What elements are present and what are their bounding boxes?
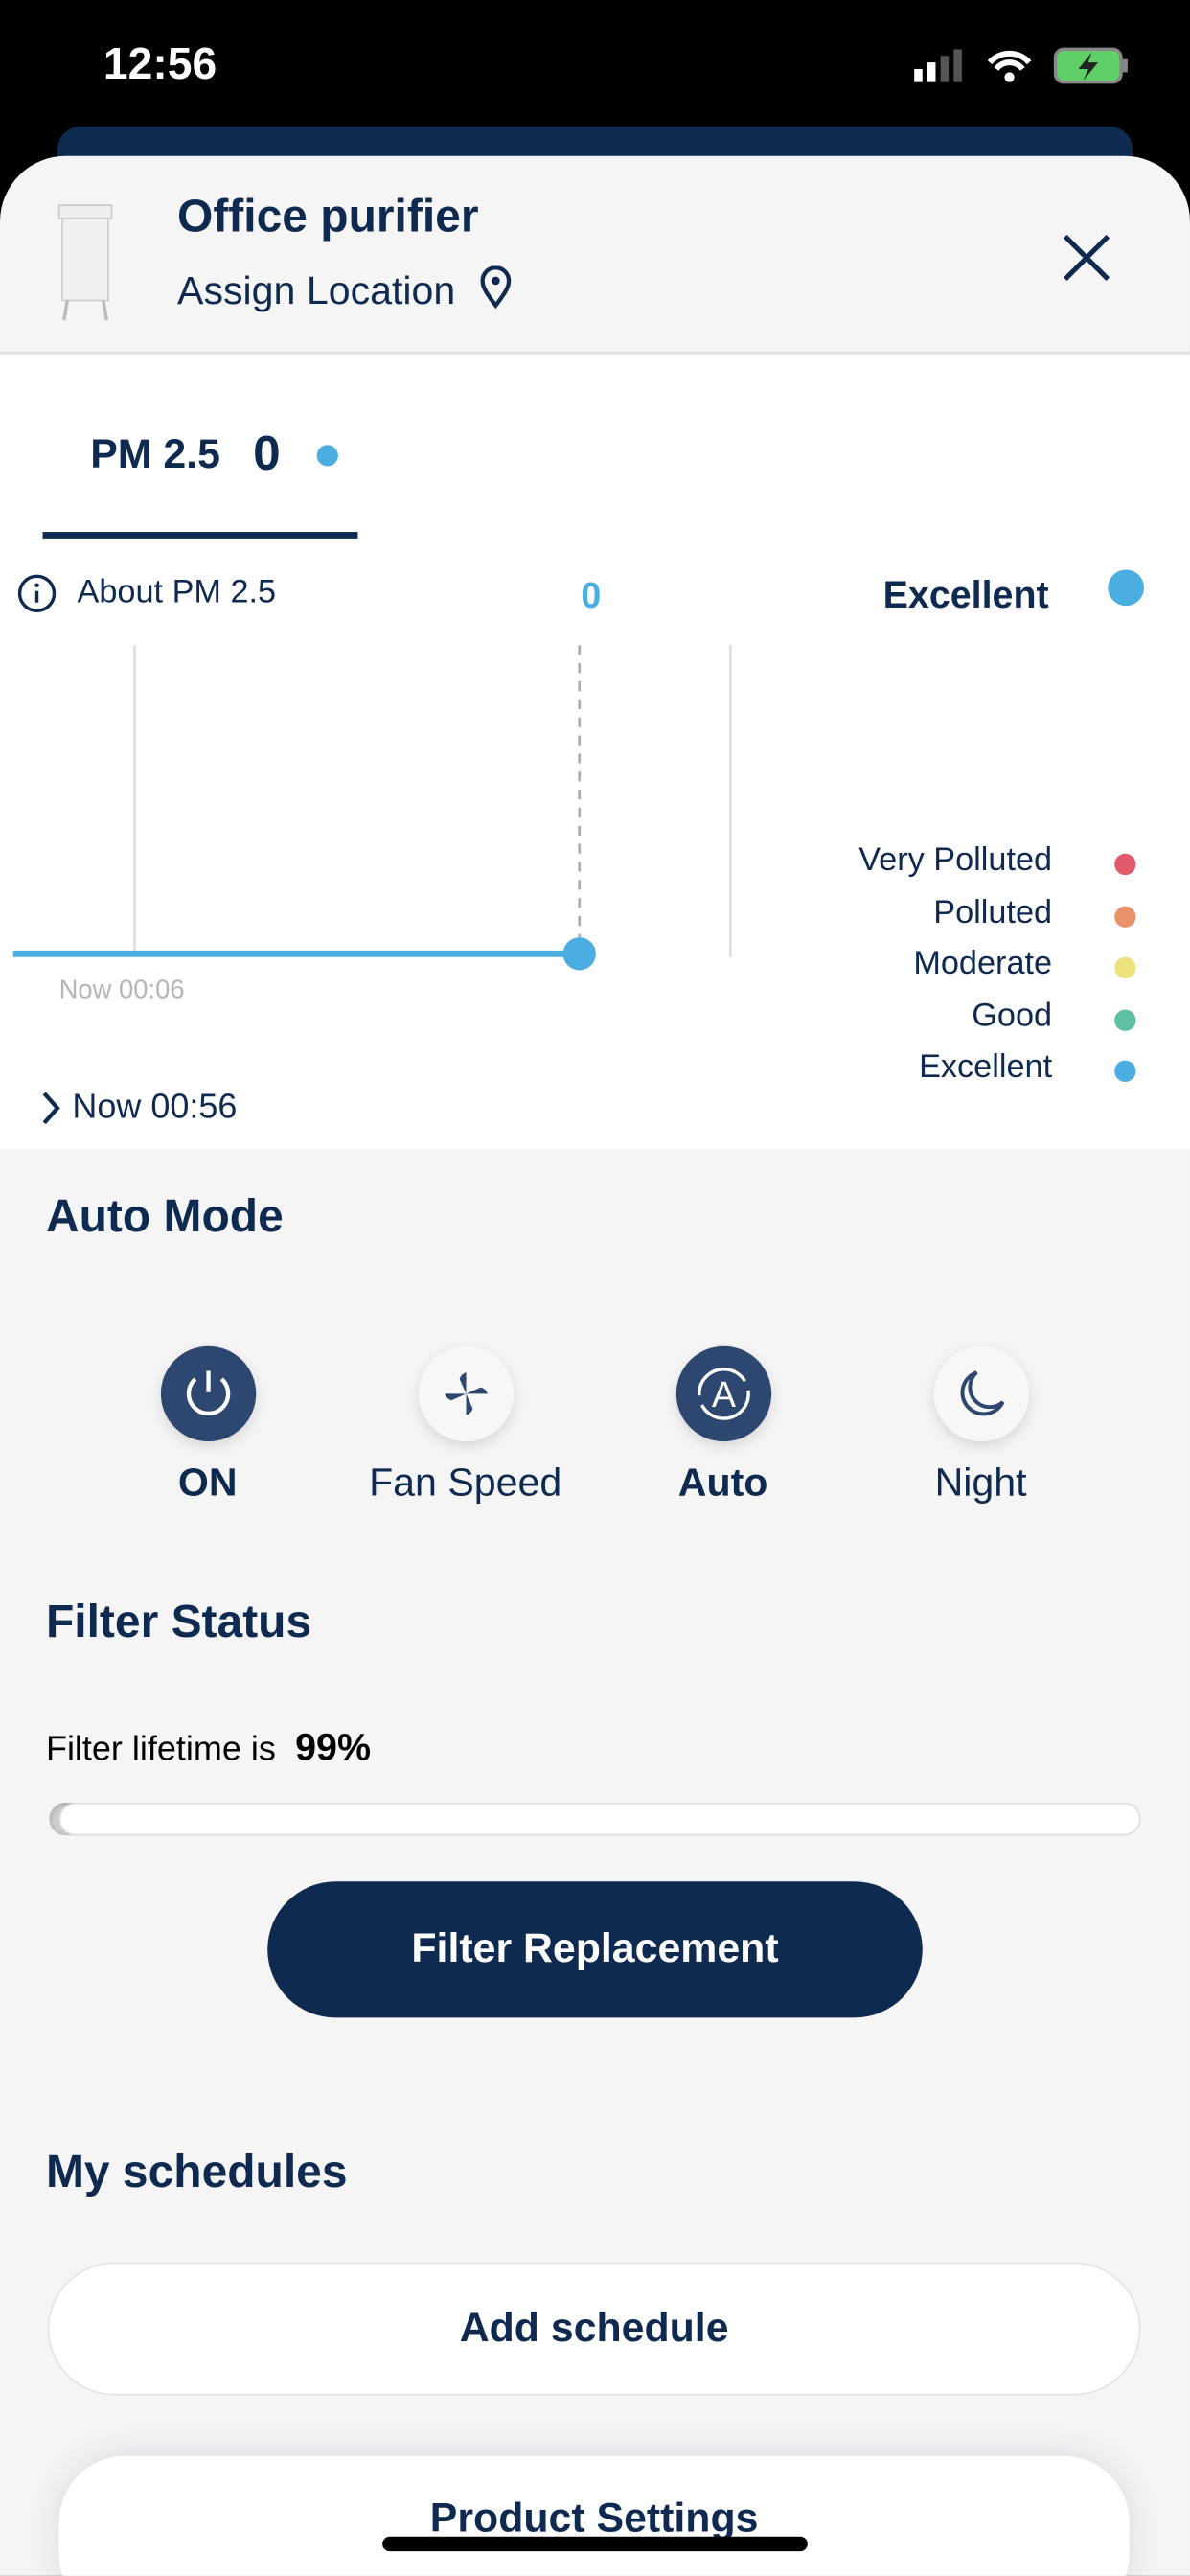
auto-button[interactable]: A Auto [594,1346,852,1507]
svg-text:A: A [711,1374,736,1414]
legend-label: Excellent [919,1048,1053,1086]
current-value: 0 [581,574,602,616]
timeline-toggle[interactable]: Now 00:56 [39,1089,237,1128]
home-indicator[interactable] [382,2536,808,2552]
legend-label: Very Polluted [858,841,1053,879]
filter-lifetime-label: Filter lifetime is [45,1730,276,1769]
auto-icon: A [697,1368,750,1420]
legend-dot [1114,1008,1136,1030]
purifier-image [57,204,113,321]
mode-controls: ON Fan Speed A Auto Night [79,1346,1110,1507]
status-icons [911,46,1133,94]
legend-label: Good [972,997,1053,1034]
quality-dot [316,444,338,466]
air-quality-panel: PM 2.5 0 About PM 2.5 0 Excellent Now 00… [0,355,1190,1150]
about-pm25-link[interactable]: About PM 2.5 [16,573,276,614]
quality-indicator [1108,569,1145,607]
product-settings-button[interactable]: Product Settings [58,2455,1130,2576]
filter-lifetime: Filter lifetime is 99% [46,1725,371,1769]
power-toggle[interactable]: ON [79,1346,336,1507]
legend-dot [1114,1060,1136,1082]
quality-label: Excellent [882,572,1049,616]
filter-replacement-button[interactable]: Filter Replacement [267,1881,923,2018]
legend-dot [1114,853,1136,876]
moon-icon [959,1370,1004,1416]
status-time: 12:56 [103,39,217,89]
tab-pm25[interactable]: PM 2.5 0 [90,426,338,482]
auto-label: Auto [677,1460,768,1506]
night-button[interactable]: Night [852,1346,1110,1507]
device-header: Office purifier Assign Location [0,156,1190,356]
current-point [562,937,596,971]
signal-wifi-battery-icon [914,47,1128,84]
legend-dot [1114,905,1136,928]
auto-mode-title: Auto Mode [45,1189,284,1242]
filter-progress-bar [49,1802,1141,1836]
legend-label: Polluted [933,893,1053,931]
timeline-label: Now 00:56 [72,1088,238,1127]
x-tick-label: Now 00:06 [59,975,185,1004]
assign-location-label: Assign Location [177,268,456,314]
night-label: Night [934,1460,1027,1506]
add-schedule-button[interactable]: Add schedule [47,2262,1141,2396]
fan-icon [444,1372,487,1415]
tab-label: PM 2.5 [90,430,220,477]
product-settings-label: Product Settings [429,2495,759,2542]
tab-underline [42,532,358,539]
fan-speed-label: Fan Speed [369,1460,562,1506]
pm25-chart: Now 00:06 [12,645,732,1004]
filter-lifetime-value: 99% [295,1725,372,1769]
location-pin-icon [480,265,512,310]
filter-status-title: Filter Status [45,1596,312,1647]
power-icon [186,1370,230,1415]
about-label: About PM 2.5 [77,574,277,611]
filter-progress-fill [59,1802,1141,1836]
device-sheet: Office purifier Assign Location PM 2.5 0… [0,155,1190,2576]
my-schedules-title: My schedules [45,2146,348,2197]
legend-dot [1114,956,1136,979]
power-label: ON [177,1460,238,1506]
chevron-right-icon [42,1092,60,1125]
close-icon[interactable] [1061,232,1113,285]
assign-location-link[interactable]: Assign Location [177,265,513,315]
legend-label: Moderate [913,945,1053,982]
device-title: Office purifier [177,190,479,242]
tab-value: 0 [253,426,281,481]
info-icon [17,574,57,612]
fan-speed-button[interactable]: Fan Speed [336,1346,594,1507]
